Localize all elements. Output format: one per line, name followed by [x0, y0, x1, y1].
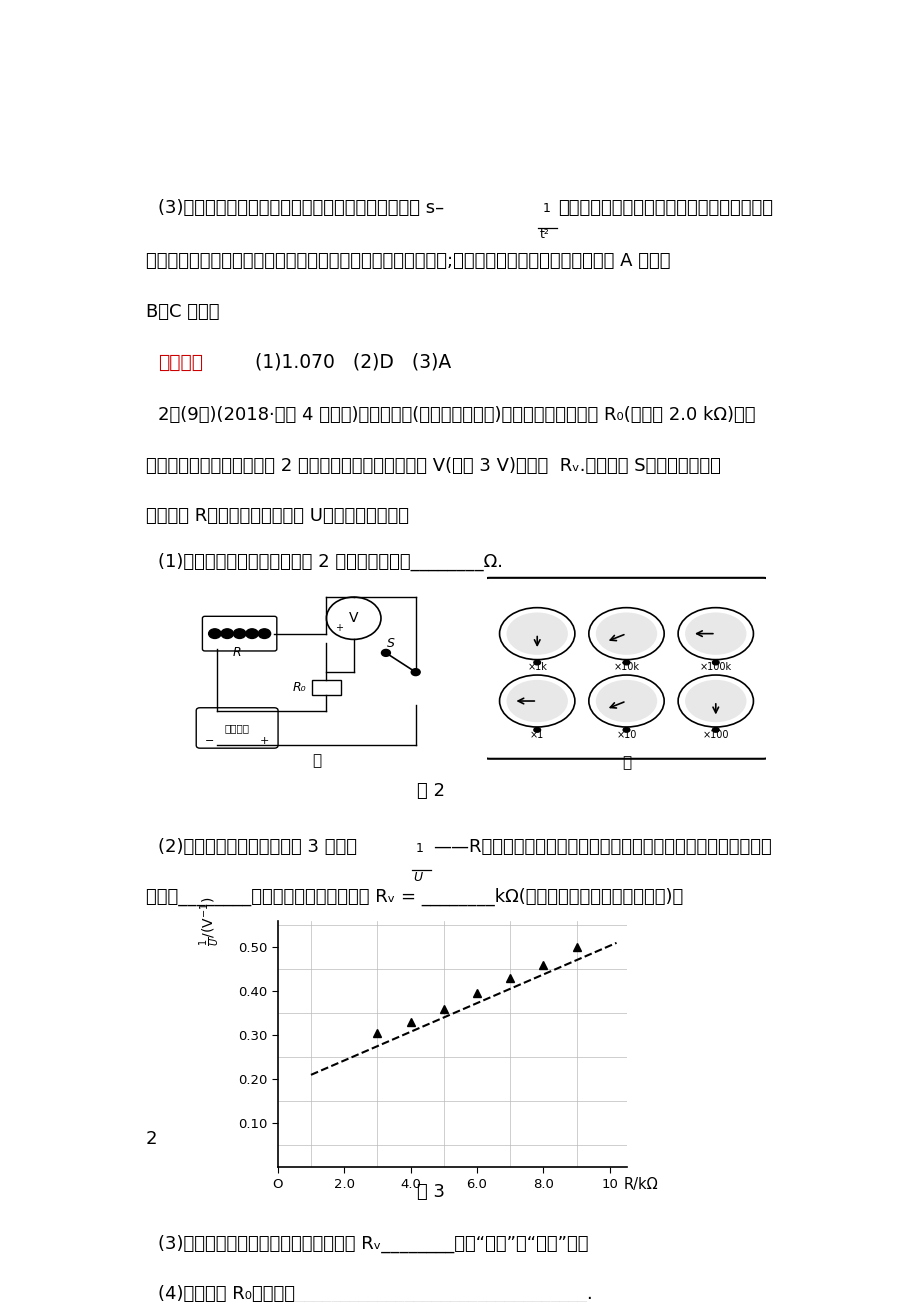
Text: B、C 错误．: B、C 错误． [146, 302, 220, 320]
Text: U: U [413, 871, 422, 884]
Text: 1: 1 [415, 842, 423, 855]
Text: 2．(9分)(2018·惠州 4 月模拟)用直流电源(内阵可忽略不计)、电阵笱、定値电阵 R₀(阵値为 2.0 kΩ)、开: 2．(9分)(2018·惠州 4 月模拟)用直流电源(内阵可忽略不计)、电阵笱、… [157, 406, 754, 424]
Text: 图 2: 图 2 [417, 783, 445, 801]
Text: 的关系，所以不需要平衡摩擦力、不需要满足: 的关系，所以不需要平衡摩擦力、不需要满足 [558, 199, 773, 216]
Text: 重物的质量远小于小车的质量，但必须保证每次小车从静止释放;还需要多次实验减小偶然误差，故 A 正确，: 重物的质量远小于小车的质量，但必须保证每次小车从静止释放;还需要多次实验减小偶然… [146, 253, 670, 271]
Text: (3)由于该实验是通过成倍增加位移的方法来进行验证 s–: (3)由于该实验是通过成倍增加位移的方法来进行验证 s– [157, 199, 443, 216]
Text: (3)若电源内阵不可忽略，用此法测得的 Rᵥ________（填“偏大”或“偏小”）；: (3)若电源内阵不可忽略，用此法测得的 Rᵥ________（填“偏大”或“偏小… [157, 1236, 587, 1254]
Text: (1)1.070   (2)D   (3)A: (1)1.070 (2)D (3)A [243, 353, 450, 371]
Text: t²: t² [539, 228, 549, 241]
Text: 【答案】: 【答案】 [157, 353, 202, 371]
Text: (1)此实验时电阵筱的读数如图 2 乙所示，其値为________Ω.: (1)此实验时电阵筱的读数如图 2 乙所示，其値为________Ω. [157, 553, 502, 572]
Text: ——R关系图线，由图象上的数据可计算得到纵轴截距与图线斜率的: ——R关系图线，由图象上的数据可计算得到纵轴截距与图线斜率的 [432, 837, 771, 855]
Text: 图 3: 图 3 [417, 1182, 445, 1200]
Text: 2: 2 [146, 1130, 157, 1147]
Text: (4)定値电阵 R₀的作用是________________________________.: (4)定値电阵 R₀的作用是__________________________… [157, 1285, 592, 1302]
Text: 比値为________，进而求得电压表的内阵 Rᵥ = ________kΩ(计算结果均保留两位有效数字)；: 比値为________，进而求得电压表的内阵 Rᵥ = ________kΩ(计… [146, 888, 683, 906]
Text: 筱的阵値 R，读出电压表的示数 U，获得多组数据．: 筱的阵値 R，读出电压表的示数 U，获得多组数据． [146, 506, 409, 525]
Text: (2)根据测得的数据画出如图 3 所示的: (2)根据测得的数据画出如图 3 所示的 [157, 837, 357, 855]
Text: 关和若干导线，连接成如图 2 甲所示的电路来测量电压表 V(量程 3 V)的内阵  Rᵥ.闭合开关 S，适当调节电阵: 关和若干导线，连接成如图 2 甲所示的电路来测量电压表 V(量程 3 V)的内阵… [146, 457, 720, 474]
Text: 1: 1 [542, 202, 550, 215]
